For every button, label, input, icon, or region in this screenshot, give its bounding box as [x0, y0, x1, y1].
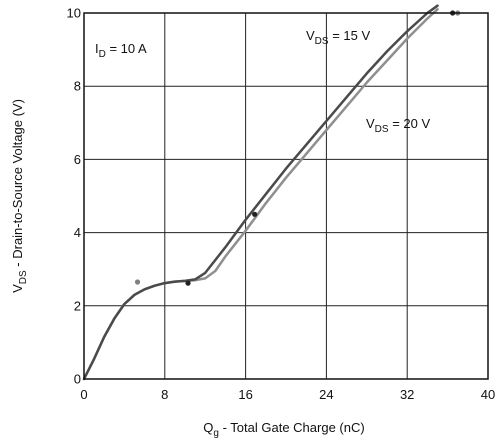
series-line-vds-20v: [82, 8, 439, 381]
y-tick-label: 0: [74, 372, 81, 387]
y-axis-label-main: V: [10, 284, 25, 293]
marker-group: [134, 10, 461, 286]
x-axis-label-sub: g: [213, 428, 219, 439]
data-marker: [185, 280, 191, 286]
y-tick-label: 10: [67, 6, 81, 21]
y-tick-label: 2: [74, 298, 81, 313]
series-group: [82, 4, 439, 381]
y-tick-label: 4: [74, 225, 81, 240]
plot-frame: [83, 12, 489, 380]
x-tick-label: 24: [319, 387, 333, 402]
x-tick-label: 0: [80, 387, 87, 402]
x-tick-labels: 0 8 16 24 32 40: [80, 387, 495, 402]
data-marker: [134, 279, 141, 285]
y-tick-labels: 0 2 4 6 8 10: [67, 6, 81, 387]
y-axis-label-sub: DS: [18, 270, 29, 284]
annotation-vds-15-sub: DS: [315, 36, 329, 47]
annotation-vds-15-rest: = 15 V: [329, 28, 371, 43]
x-tick-label: 40: [481, 387, 495, 402]
annotation-vds-15-main: V: [306, 28, 315, 43]
series-line-vds-15v: [82, 4, 439, 381]
annotation-vds-20-rest: = 20 V: [389, 116, 431, 131]
y-tick-label: 8: [74, 79, 81, 94]
annotation-vds-20: VDS = 20 V: [366, 116, 430, 135]
y-axis-label-rest: - Drain-to-Source Voltage (V): [10, 99, 25, 270]
data-marker: [252, 211, 258, 217]
annotation-vds-20-sub: DS: [375, 124, 389, 135]
y-tick-label: 6: [74, 152, 81, 167]
grid-lines: [83, 12, 489, 380]
annotation-id-rest: = 10 A: [106, 41, 147, 56]
annotation-id-main: I: [95, 41, 99, 56]
annotation-id-sub: D: [99, 49, 106, 60]
annotation-vds-15: VDS = 15 V: [306, 28, 370, 47]
annotation-vds-20-main: V: [366, 116, 375, 131]
x-axis-label-rest: - Total Gate Charge (nC): [219, 420, 365, 435]
x-tick-label: 16: [238, 387, 252, 402]
annotation-id: ID = 10 A: [95, 41, 147, 60]
x-tick-label: 8: [161, 387, 168, 402]
x-tick-label: 32: [400, 387, 414, 402]
x-axis-label: Qg - Total Gate Charge (nC): [203, 420, 364, 439]
y-axis-label: VDS - Drain-to-Source Voltage (V): [10, 99, 29, 293]
x-axis-label-main: Q: [203, 420, 213, 435]
